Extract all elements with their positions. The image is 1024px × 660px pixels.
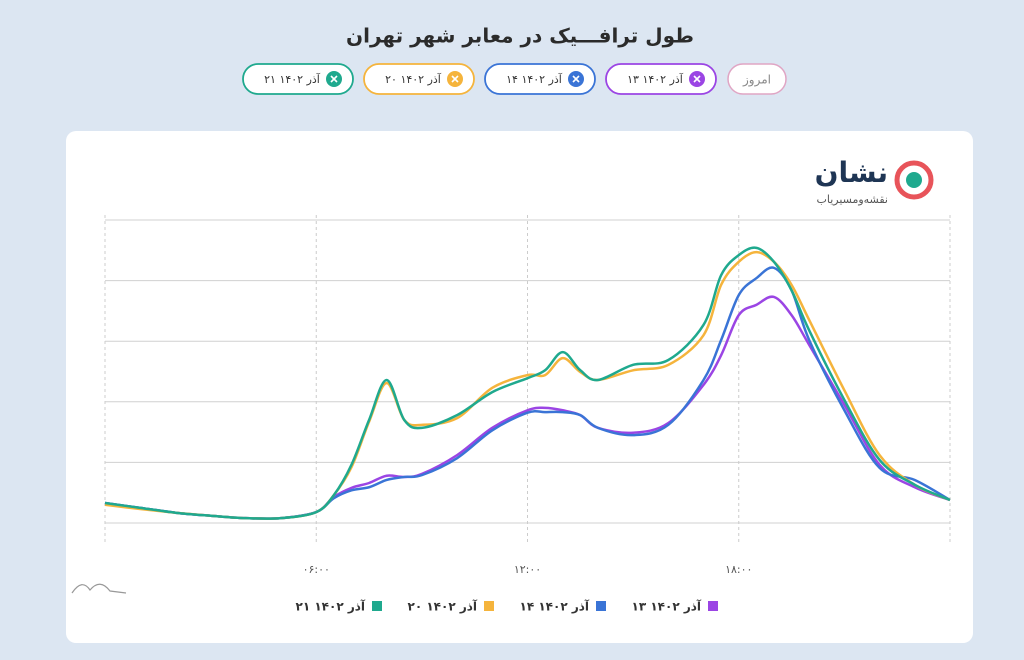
x-tick-label: ۱۲:۰۰ [514,563,541,576]
legend-swatch [596,601,606,611]
legend-label: ۱۳ آذر ۱۴۰۲ [632,599,702,614]
chart-card [66,131,973,643]
chip-label: ۱۳ آذر ۱۴۰۲ [627,72,684,86]
legend-label: ۲۰ آذر ۱۴۰۲ [408,599,478,614]
x-tick-label: ۰۶:۰۰ [303,563,330,576]
logo-tagline: نقشه‌و‌مسیریاب [816,193,888,206]
logo: نشان نقشه‌و‌مسیریاب [815,156,934,206]
mini-chart-icon [71,583,127,594]
chip-box [363,63,475,95]
logo-ring [894,160,934,200]
series-line [104,246,951,520]
legend-swatch [484,601,494,611]
x-tick-label: ۱۸:۰۰ [725,563,752,576]
chip-label: ۱۴ آذر ۱۴۰۲ [506,72,563,86]
logo-dot [906,172,922,188]
date-chip[interactable]: ۱۳ آذر ۱۴۰۲ [605,63,717,95]
chip-remove-x [451,75,459,83]
legend-label: ۱۴ آذر ۱۴۰۲ [520,599,590,614]
page-title: طول ترافـــیک در معابر شهر تهران [346,24,694,48]
legend-item: ۲۱ آذر ۱۴۰۲ [296,599,382,614]
legend-item: ۱۴ آذر ۱۴۰۲ [520,599,606,614]
chip-box [242,63,354,95]
legend-item: ۱۳ آذر ۱۴۰۲ [632,599,718,614]
legend-label: ۲۱ آذر ۱۴۰۲ [296,599,366,614]
chip-box [605,63,717,95]
chip-remove-x [330,75,338,83]
legend-swatch [372,601,382,611]
chip-box [727,63,787,95]
chip-label: ۲۱ آذر ۱۴۰۲ [264,72,321,86]
chip-remove-x [572,75,580,83]
logo-name: نشان [815,156,888,189]
chip-remove-x [693,75,701,83]
today-chip[interactable]: امروز [727,63,787,95]
chip-box [484,63,596,95]
legend-item: ۲۰ آذر ۱۴۰۲ [408,599,494,614]
date-chip[interactable]: ۲۰ آذر ۱۴۰۲ [363,63,475,95]
date-chip[interactable]: ۱۴ آذر ۱۴۰۲ [484,63,596,95]
chip-label: ۲۰ آذر ۱۴۰۲ [385,72,442,86]
legend-swatch [708,601,718,611]
date-chip[interactable]: ۲۱ آذر ۱۴۰۲ [242,63,354,95]
chip-label: امروز [742,73,771,88]
